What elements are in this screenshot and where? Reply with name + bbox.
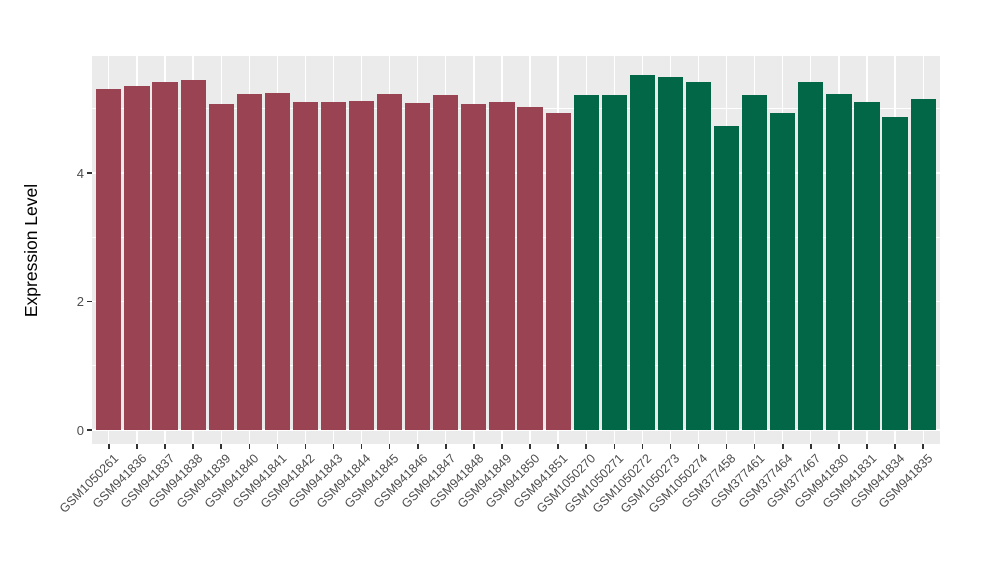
bar-GSM941841	[264, 92, 290, 430]
x-tick-mark	[417, 444, 419, 449]
bar-GSM377461	[742, 94, 768, 430]
x-tick-mark	[276, 444, 279, 449]
bar-GSM941843	[320, 101, 347, 430]
y-tick-label: 4	[76, 165, 84, 181]
x-tick-mark	[922, 444, 924, 449]
x-tick-mark	[613, 444, 615, 449]
bar-GSM941838	[180, 79, 206, 430]
x-tick-mark	[304, 444, 307, 449]
x-tick-mark	[810, 444, 812, 449]
y-tick-label: 2	[76, 294, 84, 309]
x-tick-mark	[669, 444, 672, 449]
y-axis-title: Expression Level	[12, 56, 52, 444]
x-tick-mark	[136, 444, 138, 449]
minor-gridline	[92, 365, 940, 367]
minor-gridline	[92, 236, 940, 238]
x-tick-mark	[332, 444, 335, 449]
bar-GSM1050272	[629, 75, 655, 430]
x-tick-mark	[501, 444, 503, 449]
bar-GSM377458	[714, 126, 740, 430]
major-gridline	[92, 300, 940, 303]
x-tick-mark	[753, 444, 756, 449]
x-tick-mark	[557, 444, 559, 449]
x-tick-mark	[697, 444, 700, 449]
x-tick-mark	[641, 444, 644, 449]
y-tick-mark	[87, 300, 92, 303]
plot-panel	[92, 56, 940, 444]
y-axis-title-text: Expression Level	[21, 183, 42, 317]
y-tick-label: 0	[76, 422, 84, 438]
bar-GSM377467	[798, 81, 824, 430]
x-tick-mark	[782, 444, 784, 449]
bar-GSM941831	[854, 102, 880, 430]
bar-GSM941836	[124, 86, 150, 430]
bar-GSM941847	[433, 95, 459, 430]
bar-GSM941844	[348, 101, 375, 430]
bar-GSM1050274	[685, 81, 712, 430]
x-tick-mark	[445, 444, 447, 449]
x-tick-mark	[164, 444, 166, 449]
major-gridline	[92, 172, 940, 174]
bar-GSM941842	[292, 102, 319, 430]
y-tick-mark	[87, 429, 92, 431]
x-tick-mark	[725, 444, 728, 449]
bar-GSM1050270	[573, 94, 599, 430]
x-tick-mark	[473, 444, 475, 449]
x-tick-mark	[529, 444, 531, 449]
x-tick-mark	[388, 444, 391, 449]
bar-GSM1050273	[657, 77, 684, 430]
x-tick-mark	[248, 444, 250, 449]
major-gridline	[92, 429, 940, 431]
y-tick-mark	[87, 172, 92, 174]
x-tick-mark	[192, 444, 194, 449]
bar-GSM941850	[517, 107, 543, 430]
bar-GSM941837	[152, 81, 178, 430]
bar-GSM941848	[461, 104, 487, 430]
bar-GSM941830	[826, 93, 852, 430]
x-tick-mark	[585, 444, 587, 449]
bar-GSM941849	[489, 101, 515, 430]
minor-gridline	[92, 108, 940, 110]
bar-GSM1050271	[601, 94, 627, 430]
bar-GSM941851	[545, 112, 571, 430]
x-tick-mark	[108, 444, 110, 449]
bar-GSM941846	[405, 102, 431, 430]
x-tick-mark	[866, 444, 868, 449]
bar-GSM1050261	[96, 88, 122, 430]
x-tick-mark	[360, 444, 363, 449]
bar-GSM941845	[377, 93, 403, 430]
x-tick-mark	[838, 444, 840, 449]
bar-GSM377464	[770, 112, 796, 430]
bar-GSM941834	[882, 117, 908, 430]
x-tick-mark	[894, 444, 896, 449]
bar-GSM941840	[236, 93, 262, 430]
bar-GSM941839	[208, 104, 234, 430]
x-tick-mark	[220, 444, 222, 449]
bar-GSM941835	[910, 99, 936, 430]
